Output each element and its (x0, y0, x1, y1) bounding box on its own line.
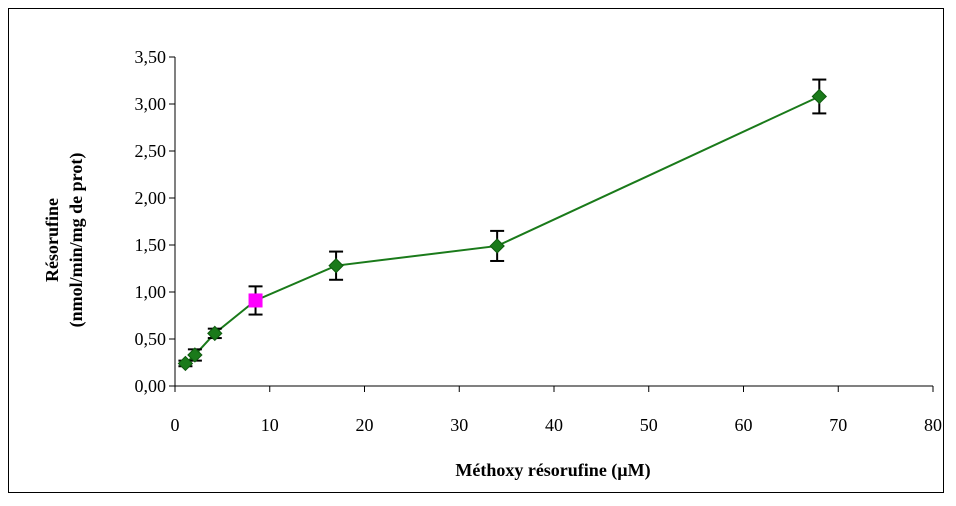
chart-frame (8, 8, 944, 493)
data-point (207, 325, 223, 342)
data-point (187, 347, 203, 363)
y-tick-label: 0,00 (135, 376, 167, 396)
y-axis-title-line1: Résorufine (42, 198, 62, 282)
x-tick-label: 10 (261, 415, 279, 435)
x-tick-label: 40 (545, 415, 563, 435)
data-point (811, 88, 828, 105)
x-tick-label: 60 (735, 415, 753, 435)
y-tick-label: 1,00 (135, 282, 167, 302)
x-tick-label: 70 (829, 415, 847, 435)
ticks: 0,00 0,50 1,00 1,50 2,00 2,50 3,00 3,50 0 10 20 30 4… (135, 47, 943, 435)
x-tick-label: 30 (450, 415, 468, 435)
y-tick-label: 1,50 (135, 235, 167, 255)
y-tick-label: 3,00 (135, 94, 167, 114)
x-tick-label: 50 (640, 415, 658, 435)
x-tick-label: 0 (171, 415, 180, 435)
y-tick-label: 2,50 (135, 141, 167, 161)
x-tick-label: 80 (924, 415, 942, 435)
data-point (489, 238, 505, 254)
y-tick-label: 3,50 (135, 47, 167, 67)
y-tick-label: 0,50 (135, 329, 167, 349)
x-axis-title: Méthoxy résorufine (µM) (455, 460, 650, 481)
data-point (328, 257, 344, 274)
y-tick-label: 2,00 (135, 188, 167, 208)
data-point-highlight (248, 293, 263, 308)
data-marks (177, 78, 828, 372)
y-axis-title-line2: (nmol/min/mg de prot) (66, 153, 87, 328)
data-point (177, 355, 194, 372)
x-tick-label: 20 (356, 415, 374, 435)
